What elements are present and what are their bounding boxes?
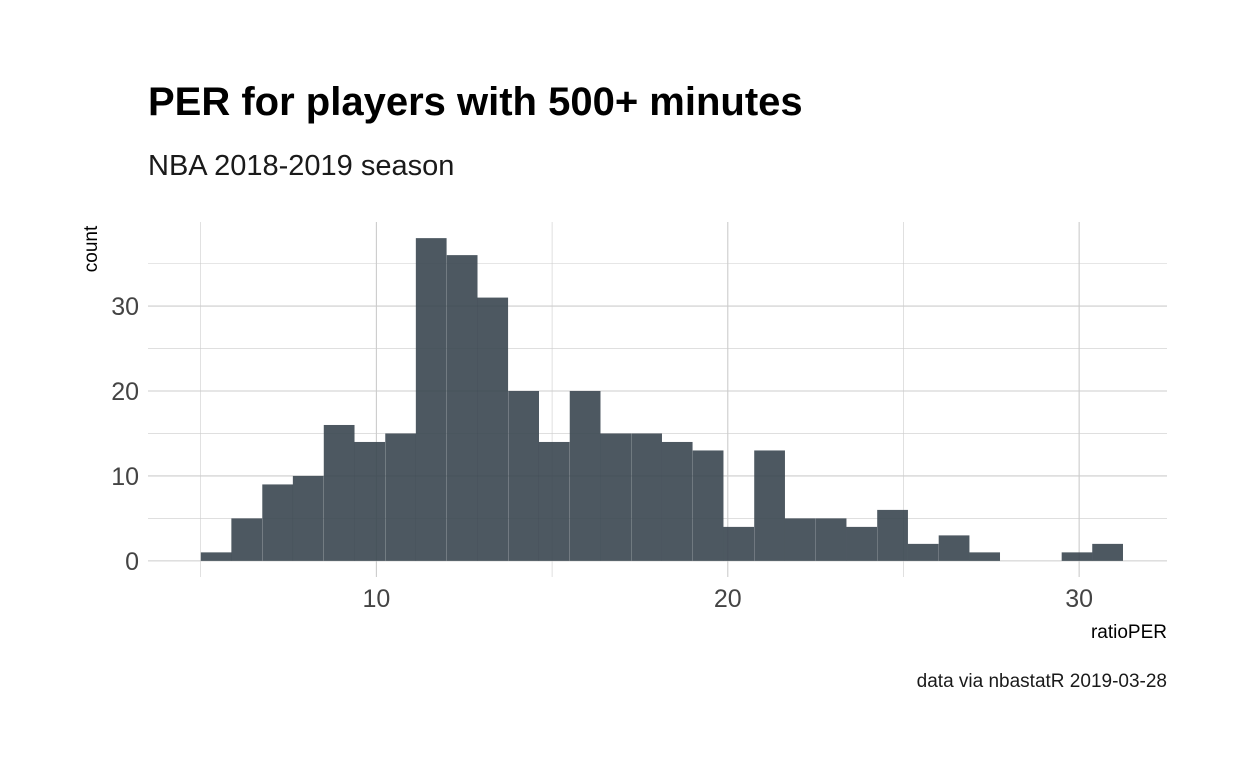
histogram-bar [477, 297, 509, 561]
histogram-bar [292, 475, 324, 561]
bars [200, 238, 1123, 561]
histogram-bar [907, 543, 939, 561]
y-axis-title: count [81, 225, 102, 272]
histogram-bar [1061, 552, 1093, 561]
x-tick-label: 30 [1065, 585, 1093, 613]
histogram-bar [938, 535, 970, 561]
x-tick-label: 10 [362, 585, 390, 613]
y-tick-label: 10 [111, 463, 139, 491]
y-axis-ticks: 0 10 20 30 [111, 293, 139, 576]
chart-caption: data via nbastatR 2019-03-28 [917, 671, 1167, 692]
x-tick-label: 20 [714, 585, 742, 613]
histogram-bar [815, 518, 847, 561]
histogram-bar [692, 450, 724, 561]
histogram-bar [354, 441, 386, 561]
histogram-bar [231, 518, 263, 561]
y-tick-label: 0 [125, 548, 139, 576]
histogram-bar [846, 526, 878, 561]
histogram-bar [262, 484, 294, 561]
histogram-bar [784, 518, 816, 561]
x-axis-ticks: 10 20 30 [362, 585, 1093, 613]
histogram-bar [661, 441, 693, 561]
histogram-bar [969, 552, 1001, 561]
histogram-bar [600, 433, 632, 561]
chart-title: PER for players with 500+ minutes [148, 80, 803, 124]
histogram-bar [569, 391, 601, 561]
x-axis-title: ratioPER [1091, 622, 1167, 643]
y-tick-label: 20 [111, 378, 139, 406]
histogram-bar [508, 391, 539, 561]
histogram-bar [723, 526, 755, 561]
histogram-bar [200, 552, 232, 561]
axes: 10 20 30 0 10 20 30 [111, 293, 1093, 613]
histogram-bar [385, 433, 417, 561]
histogram-bar [538, 441, 570, 561]
histogram-bar [446, 255, 478, 561]
histogram-bar [631, 433, 662, 561]
y-tick-label: 30 [111, 293, 139, 321]
histogram-bar [754, 450, 785, 561]
histogram-bar [1092, 543, 1123, 561]
histogram-bar [415, 238, 447, 561]
chart-subtitle: NBA 2018-2019 season [148, 150, 454, 182]
histogram-bar [323, 424, 355, 561]
histogram-bar [877, 509, 908, 561]
